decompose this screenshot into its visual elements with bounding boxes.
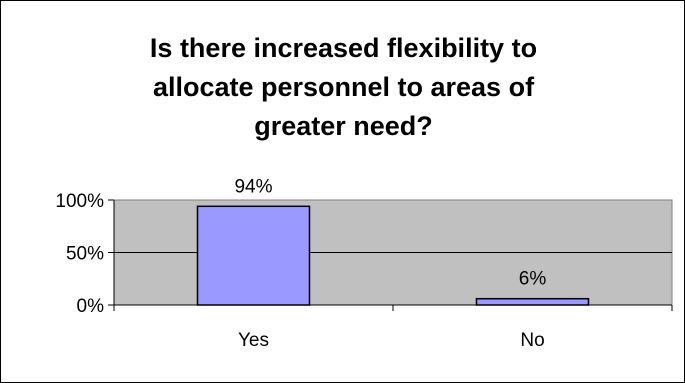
x-tick-label-yes: Yes bbox=[238, 330, 269, 351]
chart-title-line-1: Is there increased flexibility to bbox=[149, 33, 538, 63]
chart-title-line-2: allocate personnel to areas of bbox=[152, 72, 535, 102]
y-tick-label-2: 100% bbox=[55, 191, 104, 212]
chart-title-line-3: greater need? bbox=[254, 111, 433, 141]
bar-no bbox=[475, 297, 590, 306]
data-label-no: 6% bbox=[519, 269, 547, 290]
bar-yes bbox=[196, 205, 311, 306]
x-tick-label-no: No bbox=[520, 330, 544, 351]
data-label-yes: 94% bbox=[234, 176, 272, 197]
chart-title: Is there increased flexibility to alloca… bbox=[1, 29, 685, 146]
y-tick-label-0: 0% bbox=[77, 296, 105, 317]
y-tick-label-1: 50% bbox=[66, 244, 104, 265]
